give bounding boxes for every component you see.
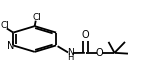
Text: N: N: [67, 48, 74, 57]
Text: O: O: [96, 48, 103, 58]
Text: N: N: [7, 41, 14, 51]
Text: O: O: [82, 30, 89, 40]
Text: Cl: Cl: [32, 13, 41, 22]
Text: H: H: [67, 53, 73, 62]
Text: Cl: Cl: [0, 21, 9, 30]
